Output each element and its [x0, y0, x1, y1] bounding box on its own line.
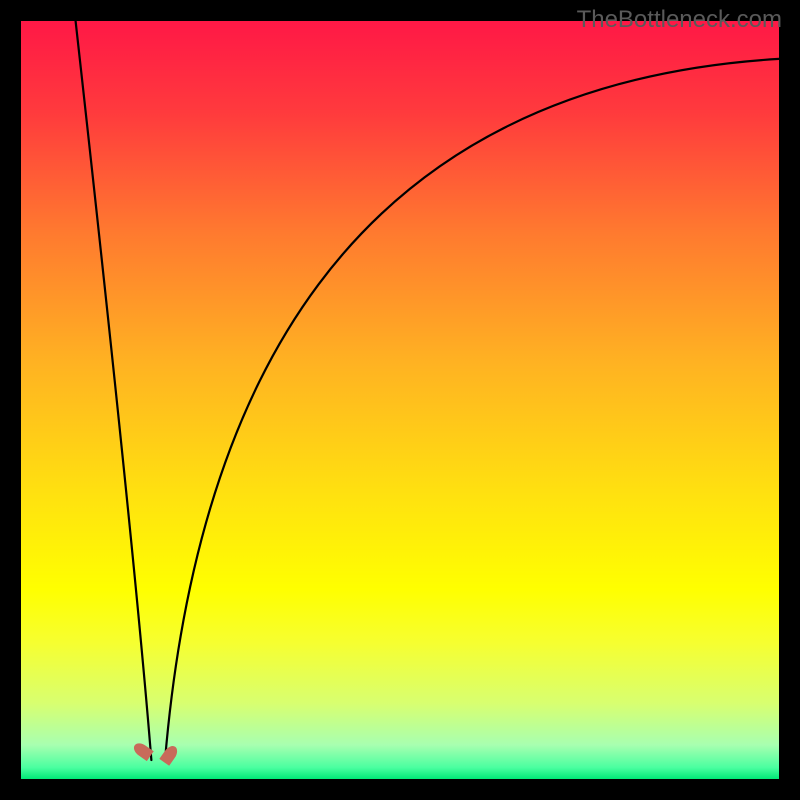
optimal-point-marker — [146, 740, 170, 764]
heart-icon — [144, 739, 172, 767]
watermark-text: TheBottleneck.com — [577, 6, 782, 34]
chart-frame: TheBottleneck.com — [0, 0, 800, 800]
plot-area — [21, 21, 779, 779]
bottleneck-curve — [21, 21, 779, 779]
